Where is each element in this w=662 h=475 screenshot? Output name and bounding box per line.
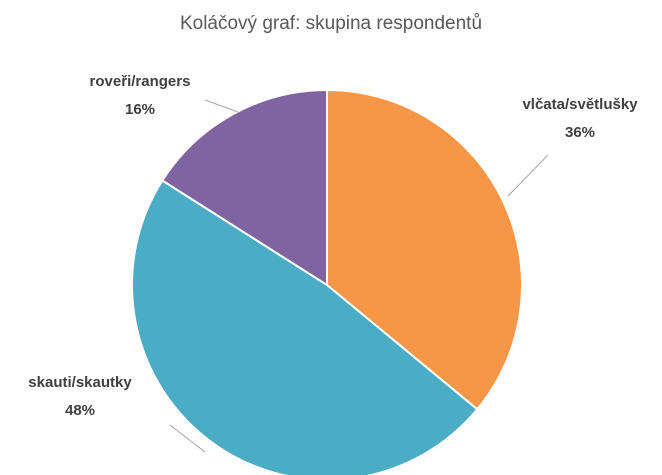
slice-label: vlčata/světlušky	[522, 96, 638, 113]
pie-slice	[160, 88, 328, 287]
leader-line	[169, 424, 206, 453]
pie-slice	[131, 179, 479, 475]
chart-title: Koláčový graf: skupina respondentů	[180, 13, 482, 34]
slice-value-label: 48%	[65, 402, 95, 419]
pie-slice	[326, 88, 523, 411]
leader-line	[507, 154, 549, 197]
slice-value-label: 16%	[125, 101, 155, 118]
slice-label: roveři/rangers	[90, 73, 191, 90]
slice-label: skauti/skautky	[28, 374, 132, 391]
leader-line	[204, 99, 239, 113]
slice-value-label: 36%	[565, 124, 595, 141]
